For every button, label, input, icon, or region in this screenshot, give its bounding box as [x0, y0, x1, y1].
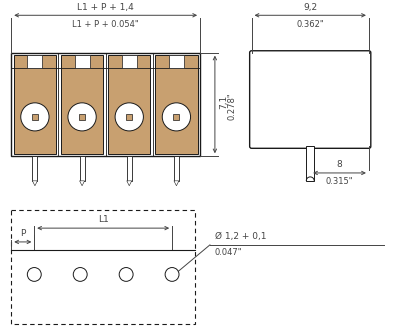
- Bar: [108, 55, 150, 154]
- Circle shape: [119, 268, 133, 281]
- Text: 0.278": 0.278": [228, 93, 237, 120]
- Polygon shape: [127, 181, 132, 186]
- Text: L1 + P + 1,4: L1 + P + 1,4: [77, 3, 134, 12]
- Bar: [32, 114, 38, 120]
- Polygon shape: [174, 181, 179, 186]
- Bar: [306, 146, 314, 181]
- Bar: [127, 156, 132, 181]
- Bar: [11, 210, 195, 324]
- Bar: [74, 55, 90, 68]
- Bar: [174, 156, 179, 181]
- Text: 0.047": 0.047": [215, 248, 242, 257]
- Circle shape: [21, 103, 49, 131]
- Circle shape: [162, 103, 190, 131]
- Bar: [79, 114, 85, 120]
- Text: L1: L1: [98, 215, 108, 224]
- Circle shape: [27, 268, 41, 281]
- Polygon shape: [32, 181, 37, 186]
- Circle shape: [115, 103, 143, 131]
- Bar: [122, 55, 137, 68]
- Bar: [169, 55, 184, 68]
- Bar: [11, 53, 200, 156]
- Circle shape: [73, 268, 87, 281]
- Text: P: P: [20, 229, 26, 238]
- Text: 7,1: 7,1: [219, 94, 228, 109]
- Text: 8: 8: [337, 160, 342, 169]
- Bar: [14, 55, 56, 154]
- Text: 9,2: 9,2: [303, 3, 317, 12]
- Bar: [173, 114, 180, 120]
- Bar: [61, 55, 103, 154]
- Circle shape: [68, 103, 96, 131]
- Text: Ø 1,2 + 0,1: Ø 1,2 + 0,1: [215, 232, 266, 241]
- Bar: [32, 156, 37, 181]
- Bar: [80, 156, 84, 181]
- Bar: [155, 55, 198, 154]
- FancyBboxPatch shape: [250, 51, 371, 148]
- Text: 0.362": 0.362": [296, 20, 324, 29]
- Circle shape: [165, 268, 179, 281]
- Bar: [27, 55, 42, 68]
- Text: L1 + P + 0.054": L1 + P + 0.054": [72, 20, 139, 29]
- Polygon shape: [80, 181, 84, 186]
- Text: 0.315": 0.315": [326, 177, 353, 186]
- Bar: [126, 114, 132, 120]
